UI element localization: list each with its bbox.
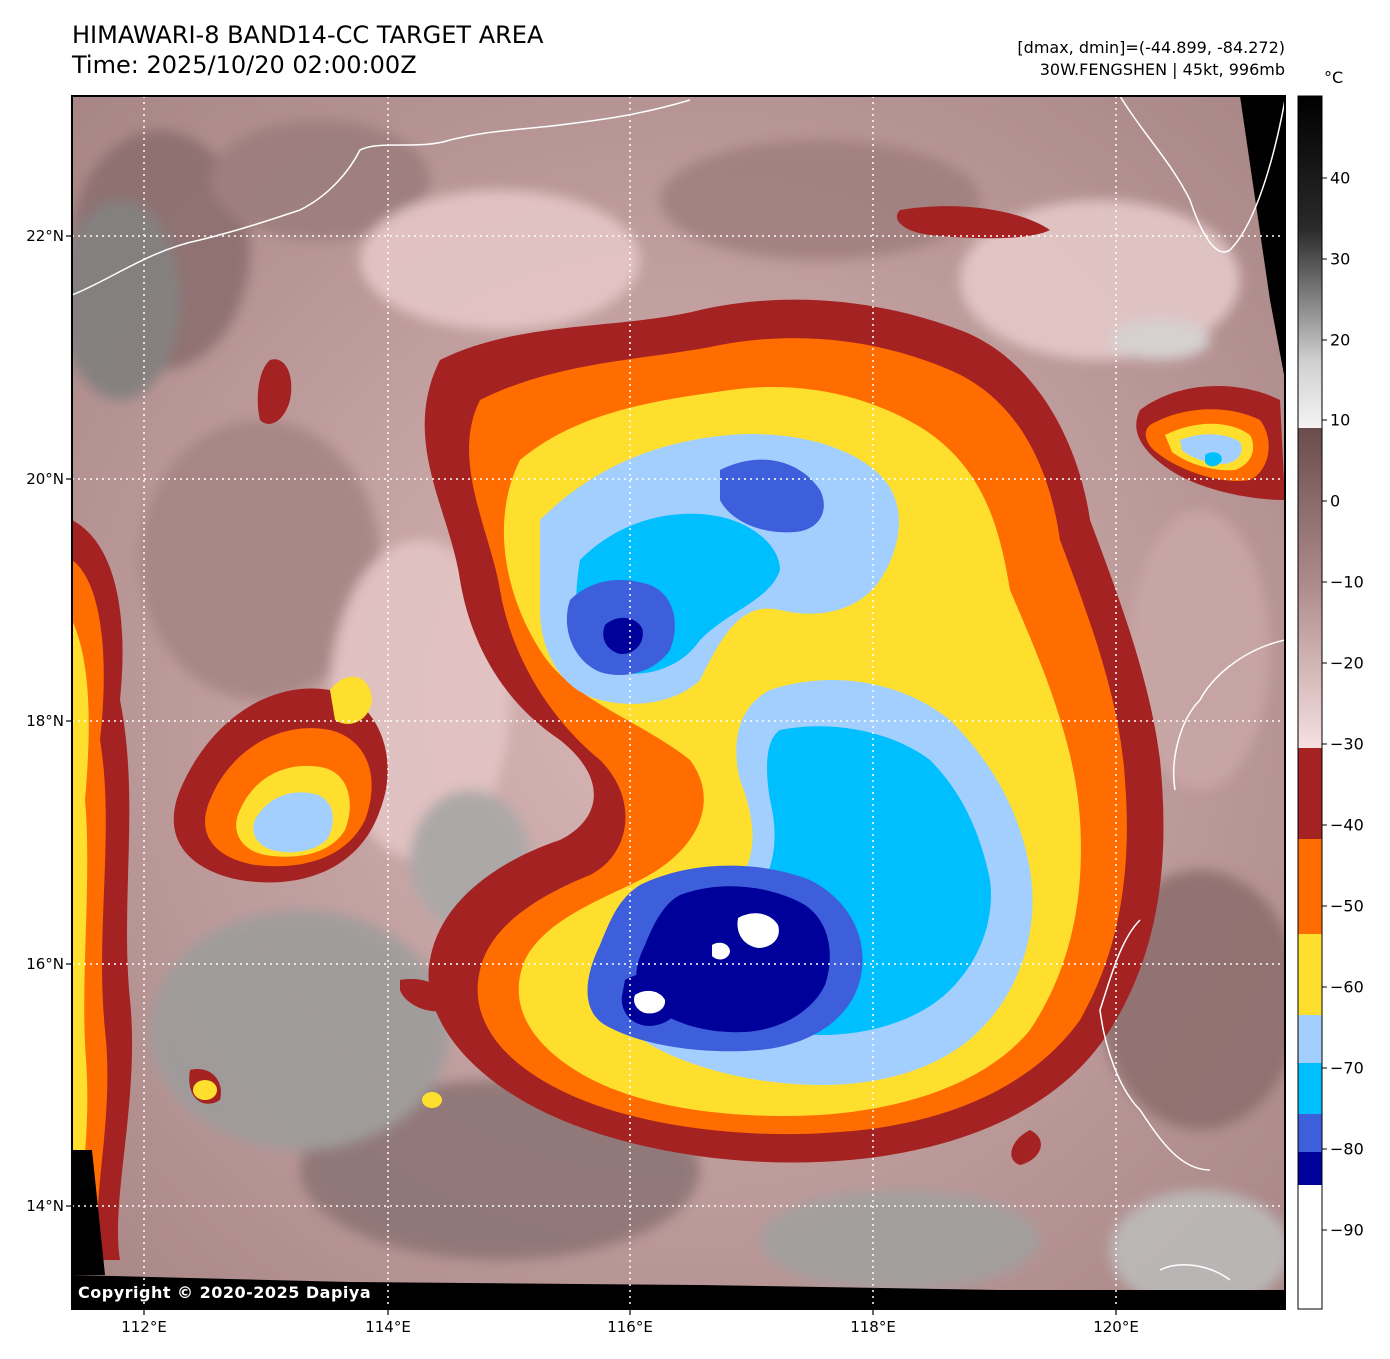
map-title: HIMAWARI-8 BAND14-CC TARGET AREA Time: 2… bbox=[72, 20, 543, 80]
warm-cloud-texture bbox=[72, 120, 1285, 1309]
colorbar-tick-label: −20 bbox=[1330, 653, 1364, 673]
colorbar-segment-orange bbox=[1298, 839, 1322, 934]
lat-label-22n: 22°N bbox=[26, 227, 64, 245]
colorbar-segment-light-blue bbox=[1298, 1015, 1322, 1063]
colorbar-tick-label: 0 bbox=[1330, 491, 1341, 511]
colorbar-gray-segment bbox=[1298, 96, 1322, 428]
colorbar-frame bbox=[1297, 95, 1323, 1310]
colorbar-segment-navy bbox=[1298, 1152, 1322, 1185]
graticule bbox=[72, 96, 1285, 1309]
storm-name-intensity: 30W.FENGSHEN | 45kt, 996mb bbox=[1039, 60, 1285, 79]
storm-info: [dmax, dmin]=(-44.899, -84.272) 30W.FENG… bbox=[1017, 37, 1285, 81]
axis-ticks bbox=[66, 235, 1117, 1315]
no-data-south bbox=[72, 1275, 1285, 1309]
lat-label-16n: 16°N bbox=[26, 955, 64, 973]
lon-label-118e: 118°E bbox=[850, 1318, 896, 1336]
west-edge-convection bbox=[72, 520, 133, 1260]
lon-label-120e: 120°E bbox=[1093, 1318, 1139, 1336]
small-cold-spots bbox=[193, 1080, 442, 1108]
colorbar-segment-cyan bbox=[1298, 1063, 1322, 1114]
colorbar-tick-label: −80 bbox=[1330, 1139, 1364, 1159]
colorbar-tick-label: 30 bbox=[1330, 249, 1351, 269]
title-time: Time: 2025/10/20 02:00:00Z bbox=[72, 51, 417, 79]
map-frame bbox=[71, 95, 1286, 1310]
colorbar-tick-label: 40 bbox=[1330, 168, 1351, 188]
colorbar-unit: °C bbox=[1324, 68, 1344, 87]
colorbar-warm-cloud-segment bbox=[1298, 428, 1322, 748]
colorbar-tick-label: −30 bbox=[1330, 734, 1364, 754]
main-storm-shield bbox=[424, 299, 1164, 1163]
colorbar-ticks bbox=[1322, 177, 1327, 1231]
colorbar-segment-white bbox=[1298, 1185, 1322, 1309]
scattered-convection bbox=[189, 206, 1050, 1165]
copyright-notice: Copyright © 2020-2025 Dapiya bbox=[78, 1283, 372, 1302]
lat-label-18n: 18°N bbox=[26, 712, 64, 730]
no-data-northeast bbox=[1240, 96, 1285, 380]
lon-label-114e: 114°E bbox=[365, 1318, 411, 1336]
colorbar bbox=[1297, 95, 1327, 1310]
west-cluster bbox=[173, 676, 388, 883]
colorbar-tick-label: −50 bbox=[1330, 896, 1364, 916]
lat-label-20n: 20°N bbox=[26, 470, 64, 488]
dmax-dmin-readout: [dmax, dmin]=(-44.899, -84.272) bbox=[1017, 38, 1285, 57]
coldest-pixels bbox=[634, 913, 779, 1014]
colorbar-segment-dark-red bbox=[1298, 748, 1322, 839]
lat-label-14n: 14°N bbox=[26, 1197, 64, 1215]
lon-label-116e: 116°E bbox=[607, 1318, 653, 1336]
northeast-cluster bbox=[1136, 386, 1285, 500]
title-product: HIMAWARI-8 BAND14-CC TARGET AREA bbox=[72, 21, 544, 49]
imagery-layer bbox=[72, 96, 1285, 1309]
colorbar-segment-yellow bbox=[1298, 934, 1322, 1015]
colorbar-tick-label: −70 bbox=[1330, 1058, 1364, 1078]
colorbar-segment-blue bbox=[1298, 1114, 1322, 1152]
colorbar-tick-label: −90 bbox=[1330, 1220, 1364, 1240]
colorbar-tick-label: 10 bbox=[1330, 410, 1351, 430]
colorbar-tick-label: −40 bbox=[1330, 815, 1364, 835]
lon-label-112e: 112°E bbox=[121, 1318, 167, 1336]
colorbar-tick-label: −60 bbox=[1330, 977, 1364, 997]
colorbar-tick-label: −10 bbox=[1330, 572, 1364, 592]
no-data-southwest bbox=[72, 1150, 105, 1275]
colorbar-tick-label: 20 bbox=[1330, 330, 1351, 350]
